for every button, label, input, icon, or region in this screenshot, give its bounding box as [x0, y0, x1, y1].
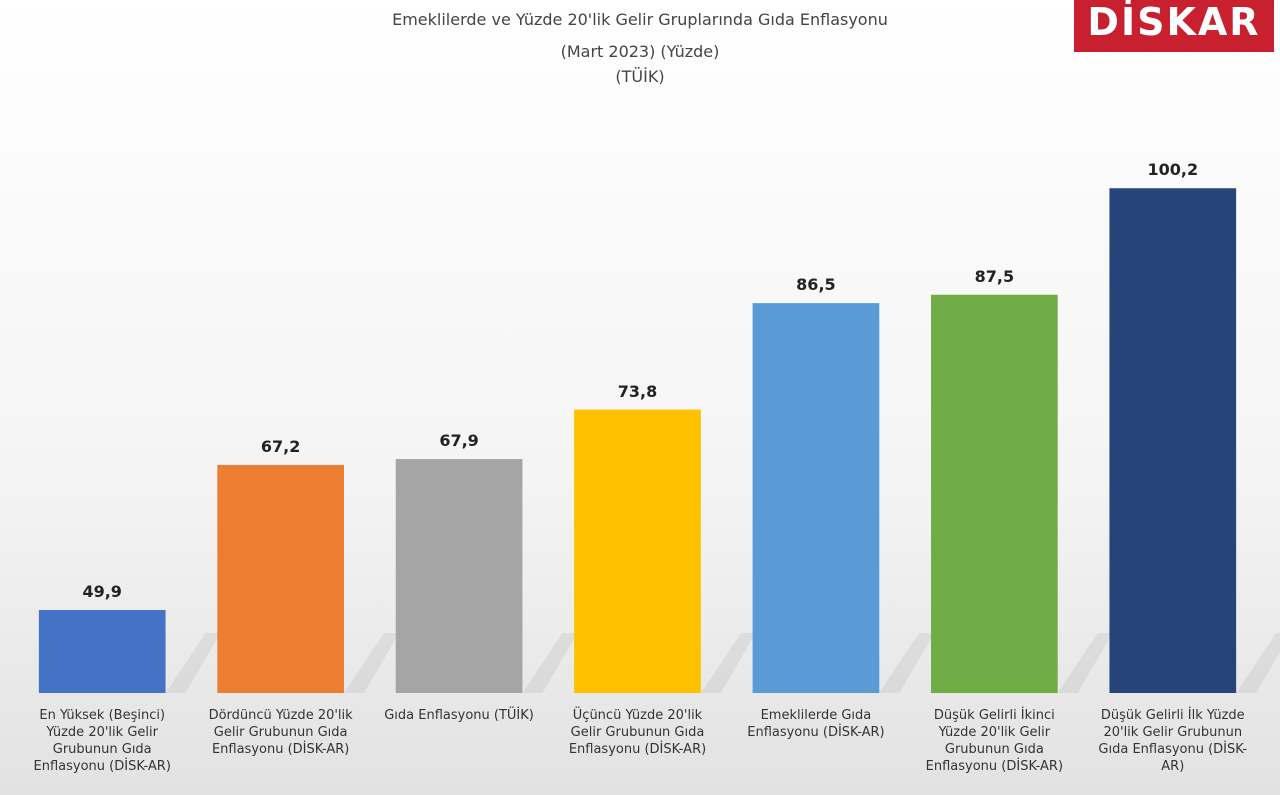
bar	[574, 409, 701, 693]
chart-source: (TÜİK)	[615, 67, 665, 86]
bar-shadow	[1236, 633, 1280, 693]
x-tick-label: Üçüncü Yüzde 20'lik Gelir Grubunun Gıda …	[568, 708, 707, 757]
bar	[931, 294, 1058, 693]
bar-shadow	[1057, 633, 1113, 693]
bar	[1109, 188, 1237, 693]
value-label: 49,9	[82, 581, 122, 601]
bar-shadow	[879, 633, 935, 693]
value-label: 87,5	[974, 266, 1015, 286]
bar-shadow	[165, 633, 221, 693]
x-tick-label: En Yüksek (Beşinci) Yüzde 20'lik Gelir G…	[33, 708, 171, 774]
bar-shadow	[522, 633, 578, 693]
bar-shadow	[343, 633, 399, 693]
x-tick-label: Gıda Enflasyonu (TÜİK)	[384, 708, 534, 723]
bar	[395, 459, 523, 693]
x-tick-label: Emeklilerde Gıda Enflasyonu (DİSK-AR)	[747, 708, 885, 740]
x-tick-label: Düşük Gelirli İkinci Yüzde 20'lik Gelir …	[925, 708, 1064, 774]
value-label: 100,2	[1147, 160, 1199, 180]
value-label: 67,2	[260, 436, 301, 456]
x-tick-label: Düşük Gelirli İlk Yüzde 20'lik Gelir Gru…	[1098, 708, 1248, 774]
bar	[752, 303, 880, 693]
value-label: 86,5	[796, 275, 836, 295]
bar	[38, 609, 166, 693]
chart-title: Emeklilerde ve Yüzde 20'lik Gelir Grupla…	[392, 10, 888, 29]
value-label: 67,9	[439, 431, 479, 451]
bar-shadow	[700, 633, 756, 693]
logo: DİSKAR	[1074, 0, 1274, 52]
value-label: 73,8	[617, 381, 658, 401]
x-tick-label: Dördüncü Yüzde 20'lik Gelir Grubunun Gıd…	[208, 708, 353, 757]
bar	[217, 464, 344, 693]
chart-subtitle: (Mart 2023) (Yüzde)	[560, 42, 720, 61]
